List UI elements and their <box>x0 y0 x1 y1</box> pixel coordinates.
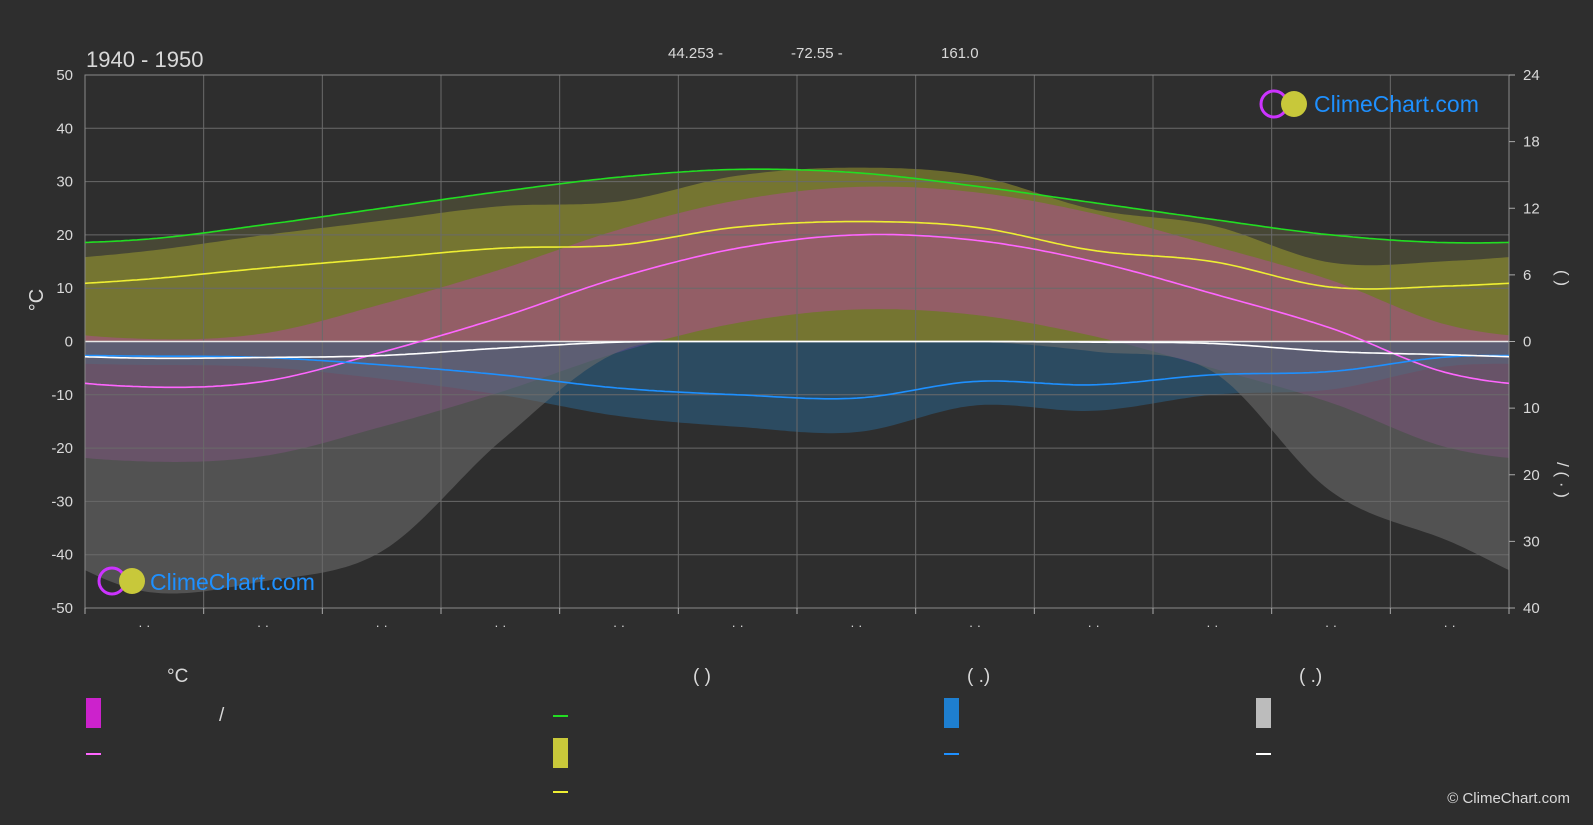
month-tick-label: · · <box>376 618 388 633</box>
legend-rain-band-swatch <box>944 698 959 728</box>
legend-temp-range-sep: / <box>219 705 225 726</box>
left-tick-label: -50 <box>51 600 73 617</box>
brand-logo-bottom: ClimeChart.com <box>97 566 315 596</box>
left-tick-label: 20 <box>56 227 73 244</box>
legend-temp-heading: °C <box>167 666 188 687</box>
month-tick-label: · · <box>1444 618 1456 633</box>
legend-temp-range-swatch <box>86 698 101 728</box>
left-tick-label: 10 <box>56 280 73 297</box>
left-tick-label: 0 <box>65 334 73 351</box>
month-tick-label: · · <box>850 618 862 633</box>
right-axis: 24 18 12 6 0 10 20 30 40 <box>1509 67 1540 617</box>
latitude-label: 44.253 - <box>668 45 723 62</box>
right-axis-label-bottom: / ( · ) <box>1553 462 1572 498</box>
legend-sun-heading: ( ) <box>693 666 711 687</box>
month-tick-label: · · <box>494 618 506 633</box>
left-axis-label: °C <box>26 289 48 311</box>
series-lines <box>85 168 1509 400</box>
brand-name-bottom: ClimeChart.com <box>150 569 315 595</box>
brand-sun-icon <box>119 568 145 594</box>
month-tick-label: · · <box>1088 618 1100 633</box>
right-tick-label: 0 <box>1523 334 1531 351</box>
legend-sunshine-band-swatch <box>553 738 568 768</box>
brand-sun-icon <box>1281 91 1307 117</box>
right-tick-label: 30 <box>1523 533 1540 550</box>
left-tick-label: 50 <box>56 67 73 84</box>
left-tick-label: -30 <box>51 493 73 510</box>
elevation-label: 161.0 <box>941 45 979 62</box>
left-axis: 50 40 30 20 10 0 -10 -20 -30 -40 -50 <box>51 67 73 617</box>
month-tick-label: · · <box>732 618 744 633</box>
legend-snow-band-swatch <box>1256 698 1271 728</box>
right-tick-label: 18 <box>1523 134 1540 151</box>
month-tick-label: · · <box>1325 618 1337 633</box>
left-tick-label: -10 <box>51 387 73 404</box>
series-line-sunshine <box>85 220 1509 290</box>
right-tick-label: 6 <box>1523 267 1531 284</box>
series-line-daylight <box>85 168 1509 244</box>
left-tick-label: 40 <box>56 120 73 137</box>
month-tick-label: · · <box>1206 618 1218 633</box>
legend-snow-heading: ( .) <box>1299 666 1322 687</box>
left-tick-label: 30 <box>56 174 73 191</box>
left-tick-label: -40 <box>51 547 73 564</box>
brand-name-top: ClimeChart.com <box>1314 91 1479 117</box>
copyright: © ClimeChart.com <box>1447 790 1570 807</box>
right-tick-label: 10 <box>1523 400 1540 417</box>
month-tick-label: · · <box>613 618 625 633</box>
right-tick-label: 20 <box>1523 467 1540 484</box>
brand-logo-top: ClimeChart.com <box>1259 89 1479 119</box>
longitude-label: -72.55 - <box>791 45 843 62</box>
left-tick-label: -20 <box>51 440 73 457</box>
right-tick-label: 40 <box>1523 600 1540 617</box>
legend-rain-heading: ( .) <box>967 666 990 687</box>
period-title: 1940 - 1950 <box>86 47 203 72</box>
series-line-snow <box>85 340 1509 360</box>
series-line-rain <box>85 354 1509 400</box>
month-tick-label: · · <box>138 618 150 633</box>
x-axis: · · · · · · · · · · · · · · · · · · · · · · · · <box>84 608 1510 633</box>
right-tick-label: 24 <box>1523 67 1540 84</box>
right-tick-label: 12 <box>1523 200 1540 217</box>
month-tick-label: · · <box>257 618 269 633</box>
right-axis-label-top: ( ) <box>1553 270 1572 286</box>
month-tick-label: · · <box>969 618 981 633</box>
series-line-temperature <box>85 233 1509 389</box>
